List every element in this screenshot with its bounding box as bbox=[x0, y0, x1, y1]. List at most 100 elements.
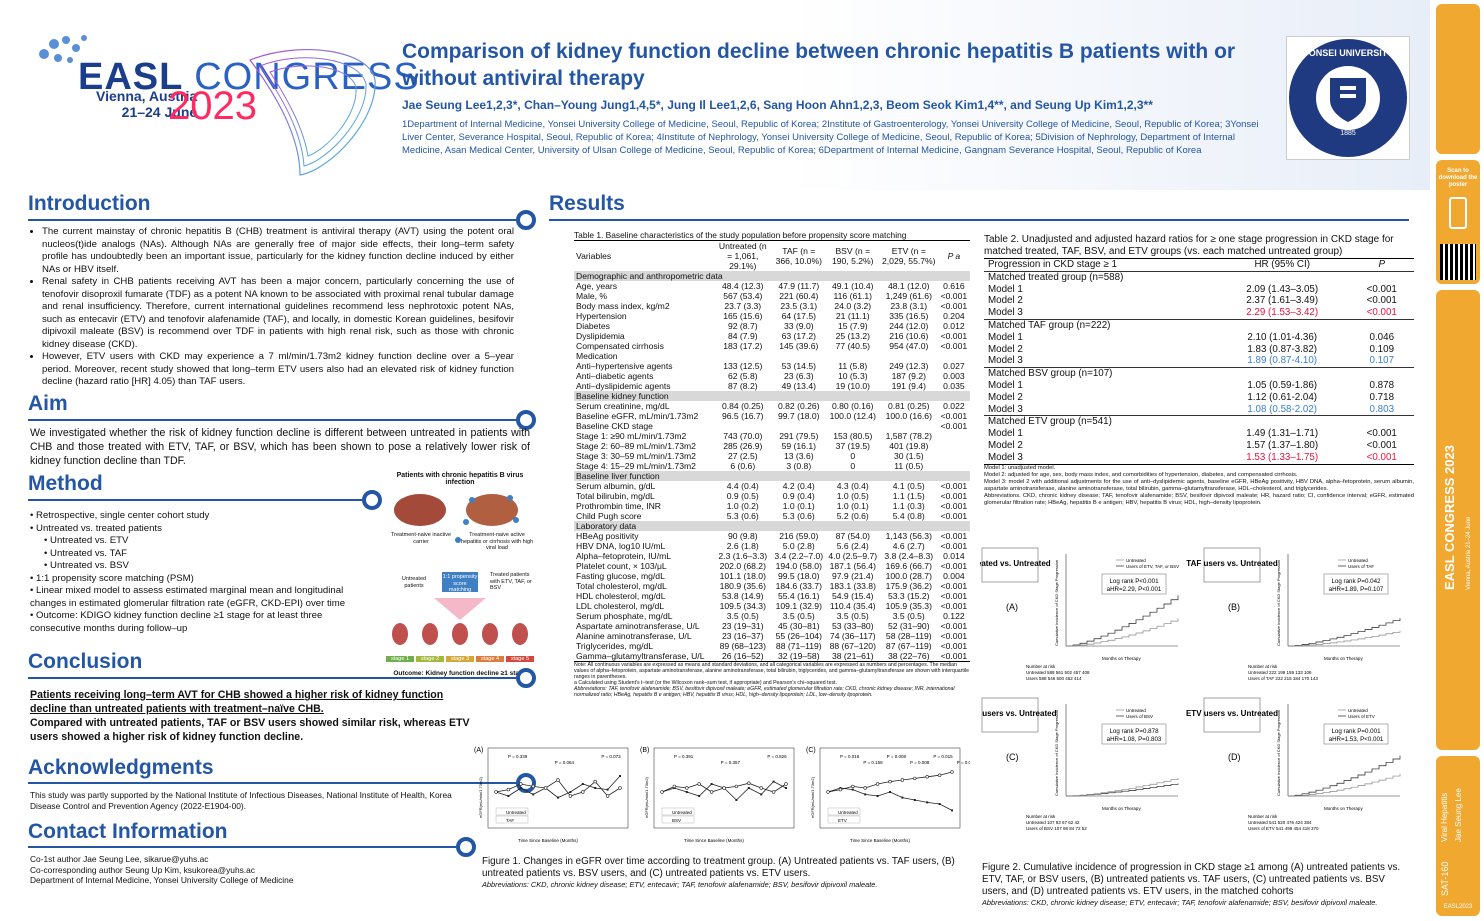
header-cell: Progression in CKD stage ≥ 1 bbox=[988, 259, 1117, 270]
table-cell: 13 (3.6) bbox=[783, 451, 814, 461]
table-cell: 55 (26–104) bbox=[775, 631, 822, 641]
qr-code-icon[interactable] bbox=[1440, 244, 1476, 280]
table-cell: Alanine aminotransferase, U/L bbox=[576, 631, 692, 641]
contact-corresponding-author[interactable]: Co-corresponding author Seung Up Kim, ks… bbox=[30, 864, 255, 875]
legend-box bbox=[827, 815, 861, 824]
group-row: Matched ETV group (n=541) bbox=[984, 415, 1414, 429]
data-point bbox=[926, 801, 929, 804]
users-curve bbox=[1288, 755, 1401, 797]
sidebar-author: Jae Seung Lee bbox=[1454, 788, 1463, 842]
table-cell: <0.001 bbox=[940, 511, 968, 521]
table-cell: 0.027 bbox=[943, 361, 965, 371]
table-cell: 0.003 bbox=[943, 371, 965, 381]
table-cell: 187.1 (56.4) bbox=[829, 561, 876, 571]
table-cell: Prothrombin time, INR bbox=[576, 501, 662, 511]
table-2-note: Model 3: model 2 with additional adjustm… bbox=[984, 478, 1414, 492]
table-row: Stage 4: 15–29 mL/min/1.73m2 6 (0.6) 3 (0.… bbox=[574, 461, 970, 471]
table-cell: 5.4 (0.8) bbox=[892, 511, 925, 521]
table-cell: <0.001 bbox=[940, 641, 968, 651]
risk-row: Users of ETV 541 499 454 418 370 bbox=[1248, 826, 1319, 831]
data-point bbox=[747, 781, 751, 785]
table-cell: 4.0 (2.5–9.7) bbox=[828, 551, 878, 561]
table-cell: Age, years bbox=[576, 281, 618, 291]
table-row: Total cholesterol, mg/dL 180.9 (35.6) 184.… bbox=[574, 581, 970, 591]
data-point bbox=[826, 790, 830, 794]
table-cell: 101.1 (18.0) bbox=[719, 571, 766, 581]
legend-label: Users of TAF bbox=[1348, 564, 1374, 569]
data-point bbox=[888, 779, 892, 784]
table-cell: Model 3 bbox=[988, 403, 1023, 415]
data-point bbox=[594, 787, 597, 789]
header-cell: Variables bbox=[576, 251, 612, 261]
table-cell: Dyslipidemia bbox=[576, 331, 625, 341]
stage-1: stage 1 bbox=[386, 656, 414, 662]
diagram-untreated: Untreated patients bbox=[401, 576, 427, 589]
legend-label: Untreated bbox=[672, 810, 692, 815]
data-point bbox=[938, 803, 941, 805]
table-cell: 109.1 (32.9) bbox=[775, 601, 822, 611]
data-point bbox=[913, 776, 917, 781]
contact-heading: Contact Information bbox=[28, 820, 228, 843]
data-point bbox=[581, 790, 585, 794]
legend-box bbox=[827, 807, 861, 816]
author-list: Jae Seung Lee1,2,3*, Chan–Young Jung1,4,… bbox=[402, 98, 1153, 112]
table-cell: 0.9 (0.5) bbox=[726, 491, 759, 501]
table-cell: 335 (16.5) bbox=[889, 311, 929, 321]
table-cell: Anti–dyslipidemic agents bbox=[576, 381, 671, 391]
contact-first-author[interactable]: Co-1st author Jae Seung Lee, sikarue@yuh… bbox=[30, 854, 209, 864]
table-cell bbox=[938, 431, 970, 441]
data-point bbox=[685, 791, 688, 793]
group-box-label: Treated vs. Untreated bbox=[980, 559, 1051, 568]
table-cell: 1.1 (1.5) bbox=[892, 491, 925, 501]
table-cell: 87 (54.0) bbox=[835, 531, 870, 541]
data-point bbox=[543, 786, 548, 790]
table-row: Baseline eGFR, mL/min/1.73m2 96.5 (16.7) 9… bbox=[574, 411, 970, 421]
group-box-label: ETV users vs. Untreated bbox=[1186, 709, 1278, 718]
table-cell: 49 (13.4) bbox=[781, 381, 816, 391]
table-cell: 55.4 (16.1) bbox=[777, 591, 820, 601]
method-bullet: • Outcome: KDIGO kidney function decline… bbox=[30, 610, 323, 634]
table-cell: Body mass index, kg/m2 bbox=[576, 301, 670, 311]
table-cell: 165 (15.6) bbox=[723, 311, 763, 321]
table-2-notes: Model 1: unadjusted model. Model 2: adjus… bbox=[984, 463, 1414, 507]
data-point bbox=[771, 790, 776, 794]
legend-label: Untreated bbox=[506, 810, 526, 815]
header-cell: P a bbox=[947, 251, 961, 261]
method-marker-icon bbox=[362, 490, 382, 510]
sidebar-sponsor bbox=[1436, 4, 1480, 154]
x-axis-label: Time Since Baseline (Months) bbox=[518, 838, 578, 843]
data-point bbox=[864, 793, 867, 796]
aim-divider bbox=[28, 419, 518, 421]
table-cell: Male, % bbox=[576, 291, 608, 301]
p-value-label: P = 0.008 bbox=[910, 760, 930, 765]
table-cell: 23 (6.3) bbox=[783, 371, 814, 381]
table-cell: 175.9 (36.2) bbox=[885, 581, 932, 591]
table-cell: 23 (16–37) bbox=[721, 631, 764, 641]
table-cell: 0.80 (0.16) bbox=[831, 401, 874, 411]
data-point bbox=[734, 784, 739, 789]
table-cell: 62 (5.8) bbox=[727, 371, 758, 381]
panel-label: (C) bbox=[806, 747, 816, 754]
table-row: Male, % 567 (53.4) 221 (60.4) 116 (61.1) 1,2… bbox=[574, 291, 970, 301]
table-cell: 23 (19–31) bbox=[721, 621, 764, 631]
section-row-label: Baseline liver function bbox=[574, 471, 970, 481]
stage-4: stage 4 bbox=[476, 656, 504, 662]
table-cell: 0.046 bbox=[1369, 331, 1395, 343]
table-cell: 0.84 (0.25) bbox=[721, 401, 764, 411]
table-cell: 3.8 (2.4–8.3) bbox=[884, 551, 934, 561]
log-rank-stat: Log rank P=0.042 bbox=[1331, 578, 1381, 585]
p-value-label: P = 0.015 bbox=[933, 754, 953, 759]
data-point bbox=[785, 787, 787, 789]
x-axis-label: Months on Therapy bbox=[1324, 806, 1363, 811]
table-cell bbox=[826, 351, 880, 361]
data-point bbox=[875, 782, 880, 786]
table-1-abbr: Abbreviations: TAF, tenofovir alafenamid… bbox=[574, 686, 955, 698]
table-row: Alanine aminotransferase, U/L 23 (16–37) 5… bbox=[574, 631, 970, 641]
table-cell: 1.57 (1.37–1.80) bbox=[1246, 439, 1319, 451]
method-diagram: Patients with chronic hepatitis B virus … bbox=[386, 470, 534, 682]
panel-label: (A) bbox=[474, 747, 483, 754]
table-cell: Model 3 bbox=[988, 451, 1023, 463]
table-cell: <0.001 bbox=[1366, 451, 1397, 463]
data-point bbox=[506, 787, 511, 792]
